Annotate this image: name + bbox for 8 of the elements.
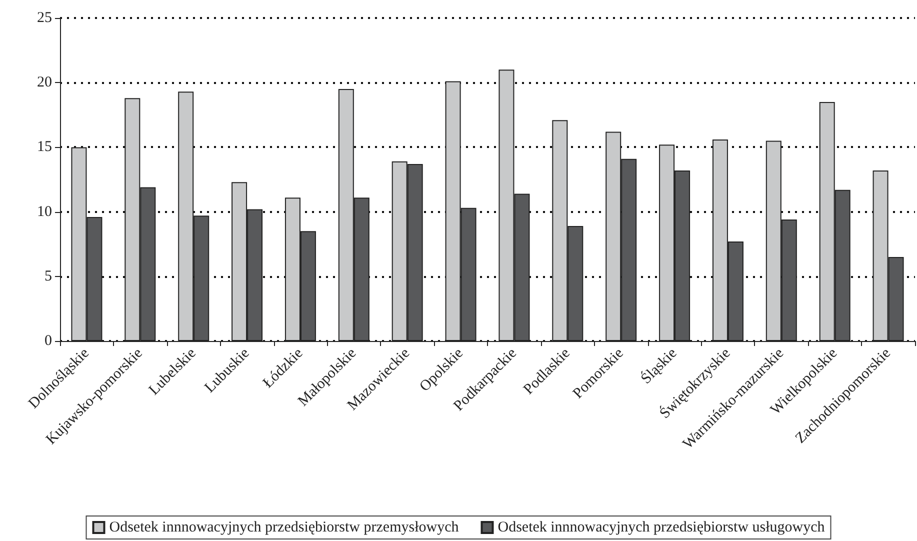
y-tick-label: 5 xyxy=(44,268,52,284)
y-tick-label: 25 xyxy=(37,10,52,26)
y-tick-label: 20 xyxy=(37,74,52,91)
y-tick-label: 10 xyxy=(37,204,52,220)
y-tick-label: 15 xyxy=(37,139,52,156)
y-tick-label: 0 xyxy=(44,333,52,349)
legend-label: Odsetek innnowacyjnych przedsiębiorstw usługowych xyxy=(498,520,826,536)
legend-label: Odsetek innnowacyjnych przedsiębiorstw przemysłowych xyxy=(109,520,460,536)
